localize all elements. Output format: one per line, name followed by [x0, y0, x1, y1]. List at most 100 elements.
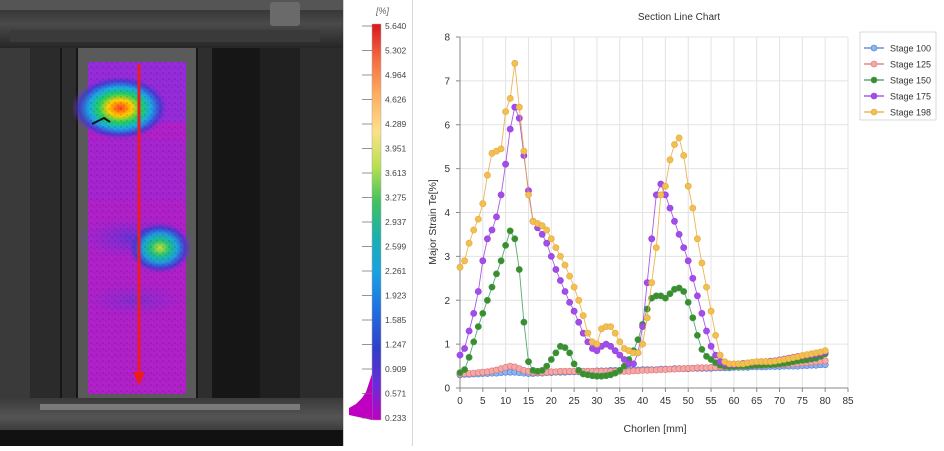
colorbar-tick-label: 1.923: [385, 291, 407, 301]
data-point: [634, 336, 642, 344]
data-point: [456, 263, 464, 271]
data-point: [616, 366, 624, 374]
data-point: [566, 349, 573, 357]
data-point: [465, 327, 473, 335]
data-point: [666, 204, 674, 212]
data-point: [502, 241, 509, 249]
x-tick-label: 85: [842, 396, 854, 407]
data-point: [575, 318, 583, 326]
data-point: [611, 347, 619, 355]
data-point: [525, 358, 532, 366]
colorbar-unit: [%]: [375, 6, 390, 16]
data-point: [584, 329, 592, 337]
legend-swatch-marker: [870, 108, 878, 116]
data-point: [689, 204, 697, 212]
data-point: [543, 362, 551, 370]
data-point: [497, 257, 505, 265]
series-lines: [456, 59, 829, 380]
data-point: [552, 349, 560, 357]
data-point: [520, 318, 528, 326]
legend-swatch-marker: [870, 92, 878, 100]
data-point: [648, 235, 656, 243]
legend-label: Stage 150: [890, 76, 931, 86]
colorbar: [%] 5.640 5.302 4.964 4.626 4.289 3.951 3.613 3…: [349, 6, 407, 423]
data-point: [502, 160, 509, 168]
data-point: [547, 356, 555, 363]
y-axis-label: Major Strain Te[%]: [427, 179, 439, 265]
chart-title: Section Line Chart: [638, 12, 720, 23]
data-point: [520, 147, 528, 155]
x-axis-label: Chorlen [mm]: [623, 423, 686, 435]
data-point: [648, 279, 656, 287]
data-point: [547, 252, 555, 260]
data-point: [484, 296, 491, 304]
data-point: [566, 272, 573, 280]
x-tick-label: 30: [591, 396, 603, 407]
data-point: [698, 309, 706, 317]
gridlines: [459, 36, 849, 389]
data-point: [470, 309, 478, 317]
y-tick-label: 4: [444, 208, 450, 219]
colorbar-tick-label: 4.289: [385, 119, 407, 129]
data-point: [675, 230, 683, 238]
data-point: [515, 103, 523, 111]
data-point: [693, 235, 701, 243]
data-point: [561, 288, 569, 295]
data-point: [479, 309, 487, 317]
data-point: [703, 283, 710, 291]
colorbar-tick-label: 4.964: [385, 70, 407, 80]
series-stage-198: [456, 59, 829, 368]
x-tick-label: 40: [637, 396, 649, 407]
data-point: [680, 244, 688, 251]
data-point: [474, 288, 482, 295]
data-point: [657, 191, 665, 199]
data-point: [575, 296, 583, 304]
data-point: [716, 351, 724, 359]
legend-item: Stage 100: [864, 44, 931, 54]
data-point: [607, 323, 614, 330]
data-point: [593, 347, 601, 355]
data-point: [506, 95, 514, 102]
data-point: [502, 108, 509, 115]
axes: 0 5 10 15 20 25 30 35 40 45 50 55 60 65 70 75 80 85012345…: [444, 33, 854, 408]
data-point: [703, 352, 710, 360]
data-point: [684, 298, 692, 306]
chart-panel: Section Line Chart Major Strain Te[%] Ch…: [414, 0, 944, 446]
x-tick-label: 50: [683, 396, 695, 407]
legend-item: Stage 198: [864, 108, 931, 118]
colorbar-tick-label: 4.626: [385, 95, 407, 105]
data-point: [616, 351, 624, 359]
data-point: [561, 344, 569, 351]
y-tick-label: 5: [444, 164, 450, 175]
data-point: [689, 314, 697, 322]
colorbar-tick-label: 0.233: [385, 413, 407, 423]
data-point: [693, 292, 701, 300]
data-point: [484, 235, 491, 243]
data-point: [470, 226, 478, 234]
legend-item: Stage 175: [864, 92, 931, 102]
x-tick-label: 45: [660, 396, 672, 407]
data-point: [461, 345, 468, 352]
x-tick-label: 55: [705, 396, 717, 407]
data-point: [538, 222, 546, 230]
data-point: [488, 226, 496, 234]
data-point: [684, 257, 692, 265]
x-tick-label: 10: [500, 396, 512, 407]
data-point: [506, 125, 514, 133]
data-point: [675, 134, 683, 142]
data-point: [620, 356, 628, 363]
data-point: [493, 213, 500, 221]
colorbar-legend: [%] 5.640 5.302 4.964 4.626 4.289 3.951 3.613 3…: [343, 0, 413, 446]
y-tick-label: 2: [444, 296, 450, 307]
data-point: [693, 331, 701, 339]
data-point: [470, 338, 478, 346]
data-point: [689, 274, 697, 282]
y-tick-label: 1: [444, 340, 450, 351]
data-point: [525, 191, 532, 199]
data-point: [566, 298, 573, 306]
legend-swatch-marker: [870, 44, 878, 52]
x-tick-label: 35: [614, 396, 626, 407]
data-point: [661, 294, 669, 302]
data-point: [552, 266, 560, 273]
data-point: [579, 312, 587, 319]
